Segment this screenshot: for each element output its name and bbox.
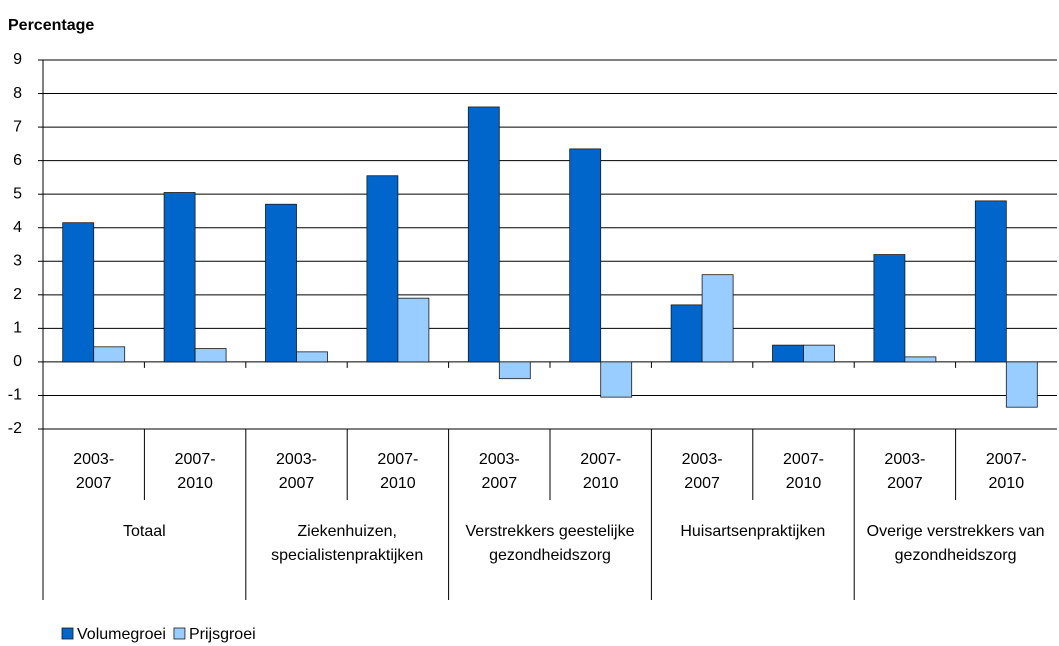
bar: [265, 203, 297, 363]
y-tick-label: 3: [13, 252, 22, 269]
bar: [93, 346, 126, 363]
bar: [1005, 361, 1038, 408]
y-axis-title: Percentage: [8, 17, 94, 34]
y-tick-label: 9: [13, 51, 22, 68]
x-tick-label: 2007-2010: [783, 451, 824, 492]
legend-label: Volumegroei: [77, 626, 166, 643]
bar: [600, 361, 633, 398]
y-tick-label: 4: [13, 219, 22, 236]
group-label: Verstrekkers geestelijke gezondheidszorg: [465, 523, 635, 564]
y-tick-label: -1: [8, 387, 22, 404]
x-tick-label: 2007-2010: [377, 451, 419, 492]
y-tick-label: 8: [13, 85, 22, 102]
y-tick-label: 0: [13, 353, 22, 370]
bar: [569, 148, 602, 363]
bar: [670, 304, 703, 363]
x-tick-label: 2007-2010: [174, 451, 216, 492]
bar: [62, 222, 95, 363]
y-tick-label: 2: [13, 286, 22, 303]
bar: [194, 348, 227, 363]
legend-swatch: [61, 627, 74, 640]
bar: [467, 106, 500, 363]
legend-label: Prijsgroei: [189, 626, 256, 643]
x-tick-label: 2003-2007: [276, 451, 317, 492]
bar: [366, 175, 399, 363]
bar: [772, 344, 804, 363]
bar: [163, 192, 196, 363]
bar: [974, 200, 1007, 363]
bar: [873, 254, 906, 363]
x-tick-label: 2007-2010: [580, 451, 622, 492]
y-tick-label: 1: [13, 320, 22, 337]
y-tick-label: 7: [13, 118, 22, 135]
bar: [296, 351, 328, 363]
x-tick-label: 2007-2010: [985, 451, 1027, 492]
y-tick-label: 5: [13, 185, 22, 202]
x-tick-label: 2003-2007: [884, 451, 926, 492]
group-label: Overige verstrekkers van gezondheidszorg: [866, 523, 1045, 564]
y-tick-label: 6: [13, 152, 22, 169]
bar: [904, 356, 937, 363]
group-label: Ziekenhuizen, specialistenpraktijken: [271, 523, 424, 564]
x-tick-label: 2003-2007: [681, 451, 723, 492]
x-tick-label: 2003-2007: [73, 451, 115, 492]
group-label: Totaal: [123, 523, 166, 540]
bar: [803, 344, 835, 363]
bar: [701, 274, 734, 363]
x-tick-label: 2003-2007: [478, 451, 520, 492]
bar: [498, 361, 531, 380]
bar: [397, 297, 430, 363]
legend-swatch: [173, 627, 186, 640]
y-tick-label: -2: [8, 420, 22, 437]
group-label: Huisartsenpraktijken: [680, 523, 826, 540]
